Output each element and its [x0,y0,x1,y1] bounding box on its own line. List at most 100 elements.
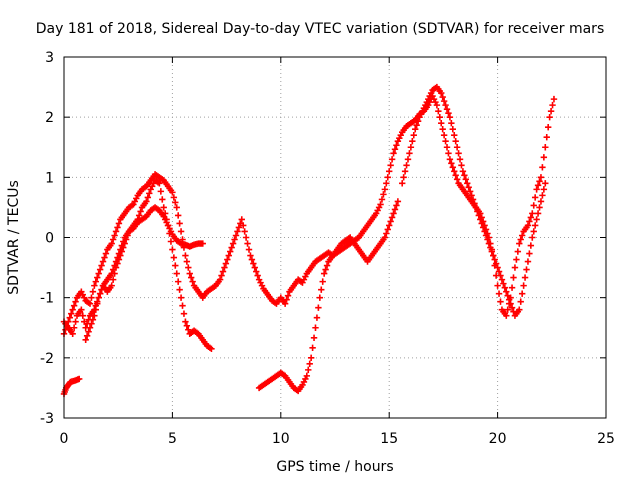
data-point-marker [183,258,191,265]
data-point-marker [241,228,248,235]
data-point-marker [62,326,69,333]
data-point-marker [500,280,507,287]
data-point-marker [245,246,253,253]
data-point-marker [180,310,188,317]
data-point-marker [479,224,487,231]
data-point-marker [406,150,413,157]
data-point-marker [238,216,245,223]
data-point-marker [453,176,461,183]
data-point-marker [536,204,543,211]
data-point-marker [144,194,152,201]
data-point-marker [108,270,115,277]
data-point-marker [72,318,79,325]
data-point-marker [383,180,390,187]
data-point-marker [438,119,445,127]
data-point-marker [167,238,175,245]
data-point-marker [464,180,471,187]
data-point-marker [511,264,519,271]
data-point-marker [453,144,461,151]
data-point-marker [391,146,399,153]
data-point-marker [75,375,83,383]
data-point-marker [310,334,318,341]
data-point-marker [549,101,556,109]
data-point-marker [497,298,504,305]
data-point-marker [231,236,238,243]
data-point-marker [451,168,458,175]
data-point-marker [306,360,313,368]
data-point-marker [189,278,196,285]
data-point-marker [471,200,478,207]
data-point-marker [540,186,548,193]
data-point-marker [462,176,470,183]
data-point-marker [112,258,120,265]
data-point-marker [384,174,391,181]
data-point-marker [524,258,532,265]
data-point-marker [98,286,105,293]
data-point-marker [517,298,524,305]
data-point-marker [219,268,227,275]
data-point-marker [69,330,76,337]
data-point-marker [240,222,247,229]
data-point-marker [225,252,232,259]
data-point-marker [316,294,324,301]
data-point-marker [232,232,240,239]
data-point-marker [449,164,456,171]
data-point-marker [459,168,467,175]
data-point-marker [99,258,107,265]
data-point-marker [542,144,549,151]
data-point-marker [208,345,215,353]
data-point-marker [518,232,526,239]
data-point-marker [390,150,397,157]
data-point-marker [469,196,477,203]
data-point-marker [391,206,399,213]
data-point-marker [439,93,446,101]
data-point-marker [458,162,465,169]
data-point-marker [523,266,530,273]
x-tick-label: 0 [60,431,69,447]
data-point-marker [461,172,468,179]
data-point-marker [307,354,315,362]
data-point-marker [537,198,545,205]
data-point-marker [442,101,449,109]
data-point-marker [529,234,536,241]
data-point-marker [390,210,397,217]
data-point-marker [94,300,101,307]
x-tick-label: 20 [489,431,507,447]
y-tick-label: -3 [40,411,54,427]
data-point-marker [111,262,118,269]
data-point-marker [508,304,516,311]
data-point-marker [520,282,527,289]
data-point-marker [170,194,178,201]
data-point-marker [242,234,250,241]
data-point-marker [182,252,189,259]
data-point-marker [182,318,189,325]
data-points [60,83,558,398]
data-point-marker [183,322,191,329]
data-point-marker [409,138,416,145]
data-point-marker [229,240,237,247]
data-point-marker [312,324,319,331]
data-point-marker [513,256,520,263]
data-point-marker [109,276,117,283]
data-point-marker [160,204,167,211]
data-point-marker [517,236,524,243]
data-point-marker [159,196,166,203]
data-point-marker [114,224,121,231]
data-point-marker [66,314,73,321]
data-point-marker [484,236,491,243]
data-point-marker [507,300,514,307]
data-point-marker [319,278,326,285]
data-point-marker [504,292,511,299]
data-point-marker [393,142,400,149]
data-point-marker [79,312,86,319]
data-point-marker [95,294,102,301]
data-point-marker [439,126,446,133]
y-tick-label: 0 [45,231,54,247]
data-point-marker [443,105,451,113]
data-point-marker [530,202,537,209]
data-point-marker [505,296,513,303]
data-point-marker [114,254,121,261]
data-point-marker [247,252,254,259]
data-point-marker [173,204,180,211]
data-point-marker [510,274,517,281]
